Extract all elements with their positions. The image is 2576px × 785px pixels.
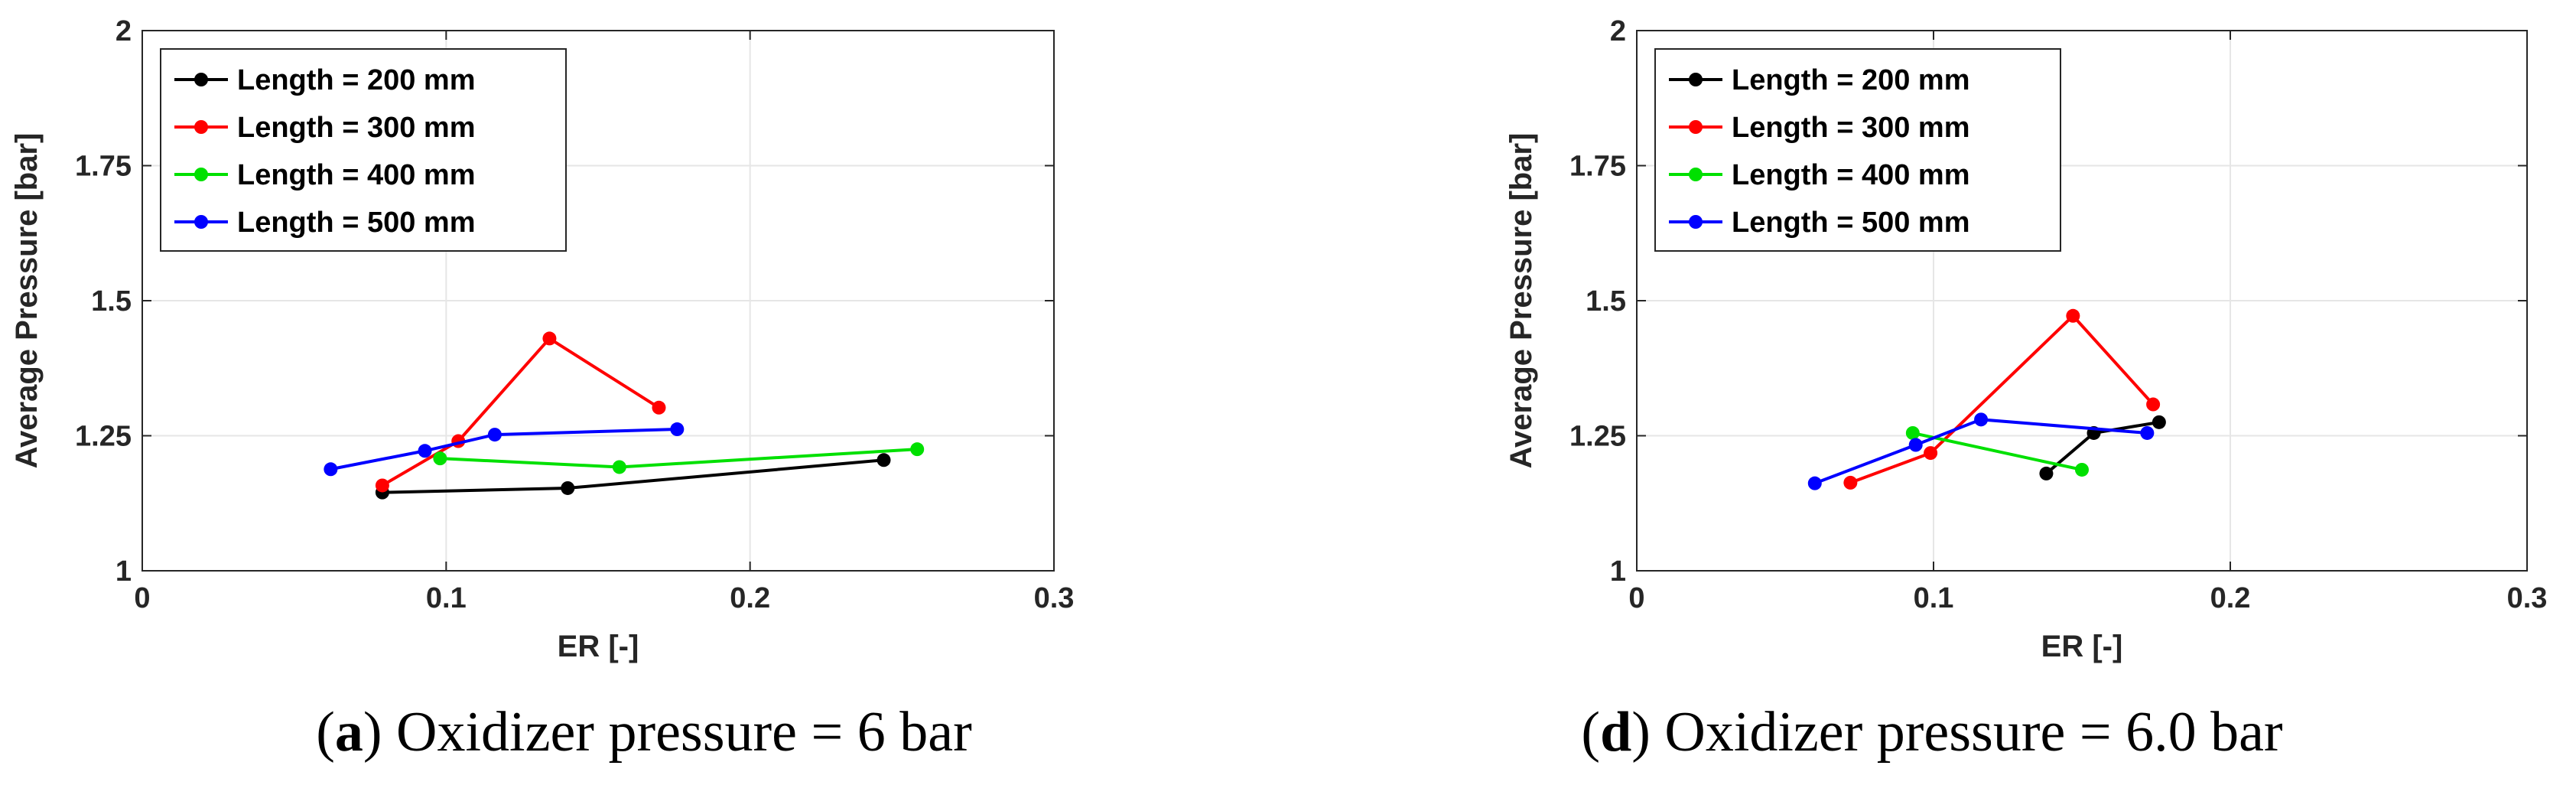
cd-y-tick-label-2: 1.5 (1586, 285, 1626, 318)
chart-panel-a: 0 0.1 0.2 0.3 1 1.25 1.5 1.75 2 ER [-] Average Pre… (10, 15, 1075, 764)
ca-legend-marker-0 (194, 73, 208, 86)
ca-y-tick-label-3: 1.75 (75, 151, 132, 183)
ca-y-tick-label-2: 1.5 (91, 285, 132, 318)
caption-d-text: ) Oxidizer pressure = 6.0 bar (1631, 701, 2283, 764)
ca-series-3-point-1 (418, 444, 432, 458)
cd-series-3-point-3 (2140, 425, 2155, 440)
ca-series-0-point-1 (561, 480, 575, 495)
cd-y-tick-label-1: 1.25 (1569, 421, 1626, 453)
cd-series-1-point-0 (1843, 475, 1858, 490)
ca-series-2-point-0 (433, 451, 447, 466)
ca-series-1-point-0 (375, 478, 389, 493)
chart-a: 0 0.1 0.2 0.3 1 1.25 1.5 1.75 2 ER [-] Average Pre… (10, 15, 1075, 663)
ca-y-tick-label-0: 1 (115, 555, 132, 588)
chart-d: 0 0.1 0.2 0.3 1 1.25 1.5 1.75 2 ER [-] Average Pre… (1504, 15, 2548, 663)
ca-legend-label-3: Length = 500 mm (237, 207, 475, 239)
ca-series-3-point-3 (670, 422, 685, 437)
ca-x-tick-label-1: 0.1 (426, 582, 467, 614)
cd-legend-marker-1 (1689, 120, 1703, 134)
caption-a-letter: a (334, 701, 363, 764)
cd-legend-marker-3 (1689, 215, 1703, 229)
cd-series-0-point-2 (2152, 415, 2166, 429)
cd-x-axis-title: ER [-] (2041, 630, 2123, 663)
ca-y-axis-title: Average Pressure [bar] (10, 133, 44, 469)
cd-legend-marker-2 (1689, 168, 1703, 181)
ca-legend-label-0: Length = 200 mm (237, 64, 475, 96)
caption-a: (a) Oxidizer pressure = 6 bar (316, 701, 972, 764)
caption-d: (d) Oxidizer pressure = 6.0 bar (1581, 701, 2283, 764)
cd-series-1-point-1 (1924, 446, 1938, 461)
cd-y-tick-label-3: 1.75 (1569, 151, 1626, 183)
cd-y-tick-label-0: 1 (1610, 555, 1626, 588)
cd-legend-label-1: Length = 300 mm (1732, 112, 1969, 144)
ca-x-tick-label-2: 0.2 (730, 582, 770, 614)
cd-series-1-line (1849, 313, 2155, 484)
ca-legend-marker-3 (194, 215, 208, 229)
ca-legend-label-2: Length = 400 mm (237, 159, 475, 191)
ca-legend-label-1: Length = 300 mm (237, 112, 475, 144)
ca-series-3-line (330, 428, 678, 471)
cd-x-tick-label-1: 0.1 (1914, 582, 1954, 614)
ca-series-3-point-2 (487, 428, 502, 442)
cd-series-3-point-0 (1807, 476, 1822, 490)
cd-x-tick-label-3: 0.3 (2507, 582, 2548, 614)
cd-series-0-point-0 (2039, 466, 2054, 480)
ca-legend-marker-2 (194, 168, 208, 181)
caption-a-text: ) Oxidizer pressure = 6 bar (363, 701, 972, 764)
cd-y-tick-label-4: 2 (1610, 15, 1626, 47)
ca-series-2-point-2 (910, 442, 925, 457)
ca-x-tick-label-0: 0 (134, 582, 150, 614)
ca-series-1-line (381, 336, 660, 487)
ca-series-1-point-3 (652, 400, 666, 415)
cd-series-3-point-2 (1974, 412, 1989, 427)
cd-legend-marker-0 (1689, 73, 1703, 86)
cd-series-3-line (1814, 418, 2148, 485)
cd-series-1-point-2 (2066, 308, 2080, 323)
ca-y-tick-label-4: 2 (115, 15, 132, 47)
cd-legend-label-2: Length = 400 mm (1732, 159, 1969, 191)
ca-series-2-point-1 (612, 460, 626, 474)
ca-x-axis-title: ER [-] (558, 630, 639, 663)
cd-series-2-line (1912, 432, 2083, 471)
cd-legend-label-0: Length = 200 mm (1732, 64, 1969, 96)
cd-series-1-point-3 (2146, 397, 2161, 412)
cd-series-2-point-0 (1905, 425, 1920, 440)
ca-legend-box (160, 48, 567, 252)
cd-legend-label-3: Length = 500 mm (1732, 207, 1969, 239)
cd-x-tick-label-0: 0 (1628, 582, 1644, 614)
cd-series-2-point-1 (2075, 462, 2089, 477)
ca-series-3-point-0 (324, 462, 338, 477)
ca-x-tick-label-3: 0.3 (1034, 582, 1075, 614)
chart-panel-d: 0 0.1 0.2 0.3 1 1.25 1.5 1.75 2 ER [-] Average Pre… (1288, 0, 2576, 785)
cd-x-tick-label-2: 0.2 (2210, 582, 2251, 614)
ca-y-tick-label-1: 1.25 (75, 421, 132, 453)
cd-legend-box (1654, 48, 2061, 252)
cd-y-axis-title: Average Pressure [bar] (1504, 133, 1538, 469)
caption-d-letter: d (1600, 701, 1632, 764)
ca-series-1-point-2 (542, 331, 557, 346)
cd-series-3-point-1 (1908, 438, 1923, 452)
ca-series-0-point-2 (877, 453, 891, 467)
ca-legend-marker-1 (194, 120, 208, 134)
